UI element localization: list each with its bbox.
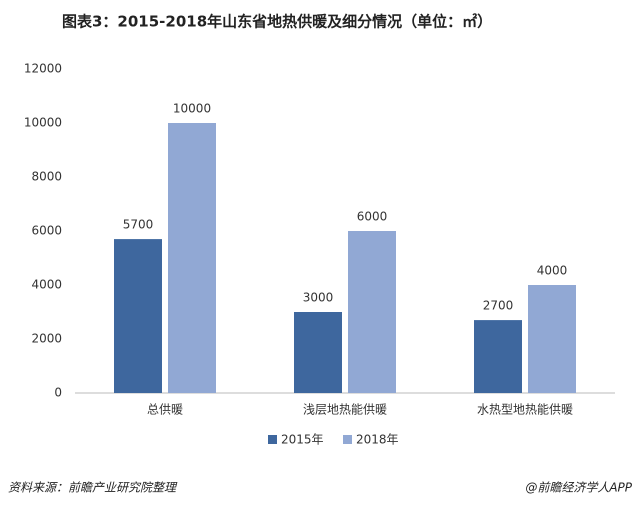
y-tick-label: 6000 [31,224,62,238]
legend-label: 2015年 [281,433,324,447]
bar [348,231,396,393]
source-note: 资料来源：前瞻产业研究院整理 [8,481,178,495]
y-tick-label: 0 [54,386,62,400]
value-label: 10000 [173,102,211,116]
bar [168,123,216,393]
x-tick-label: 浅层地热能供暖 [303,403,387,417]
value-label: 3000 [303,291,334,305]
value-label: 2700 [483,299,514,313]
legend-swatch [268,435,277,444]
x-tick-label: 水热型地热能供暖 [477,403,573,417]
y-tick-label: 2000 [31,332,62,346]
bar [474,320,522,393]
chart-title: 图表3：2015-2018年山东省地热供暖及细分情况（单位：㎡） [62,13,492,31]
y-tick-label: 12000 [24,62,62,76]
y-tick-label: 8000 [31,170,62,184]
x-tick-label: 总供暖 [147,403,183,417]
legend-label: 2018年 [356,433,399,447]
bar [528,285,576,393]
value-label: 5700 [123,218,154,232]
value-label: 4000 [537,264,568,278]
y-tick-label: 4000 [31,278,62,292]
y-tick-label: 10000 [24,116,62,130]
legend-swatch [343,435,352,444]
bar [294,312,342,393]
credit: @前瞻经济学人APP [525,481,632,495]
value-label: 6000 [357,210,388,224]
bar [114,239,162,393]
